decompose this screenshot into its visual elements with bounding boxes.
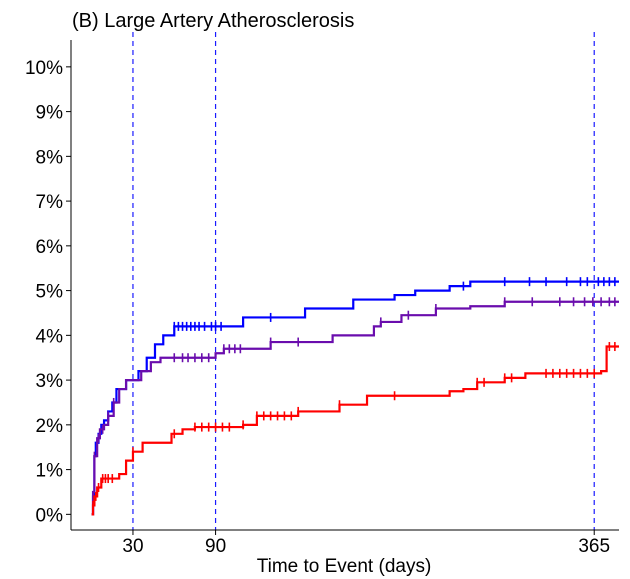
- chart-title: (B) Large Artery Atherosclerosis: [72, 10, 354, 32]
- axes: [70, 40, 619, 531]
- y-axis-ticks: 0% 1% 2% 3% 4% 5% 6% 7% 8% 9% 10%: [25, 58, 71, 526]
- y-tick-label: 7%: [36, 192, 64, 213]
- y-tick-label: 10%: [25, 58, 63, 79]
- x-axis-label: Time to Event (days): [257, 556, 432, 577]
- series-2: [91, 342, 619, 516]
- series-0: [91, 277, 619, 516]
- x-tick-label: 30: [122, 536, 143, 557]
- y-tick-label: 8%: [36, 147, 64, 168]
- y-tick-label: 0%: [36, 505, 64, 526]
- series-1: [91, 297, 619, 516]
- y-tick-label: 4%: [36, 326, 64, 347]
- series-line: [91, 280, 619, 516]
- x-tick-label: 365: [578, 536, 610, 557]
- y-tick-label: 9%: [36, 103, 64, 124]
- series-line: [91, 300, 619, 516]
- series-layer: [91, 277, 619, 516]
- y-tick-label: 3%: [36, 371, 64, 392]
- reference-lines: [132, 32, 595, 530]
- x-tick-label: 90: [205, 536, 226, 557]
- series-line: [91, 345, 619, 516]
- y-tick-label: 5%: [36, 282, 64, 303]
- y-tick-label: 2%: [36, 416, 64, 437]
- y-tick-label: 1%: [36, 461, 64, 482]
- y-tick-label: 6%: [36, 237, 64, 258]
- x-axis-ticks: 30 90 365: [122, 530, 610, 557]
